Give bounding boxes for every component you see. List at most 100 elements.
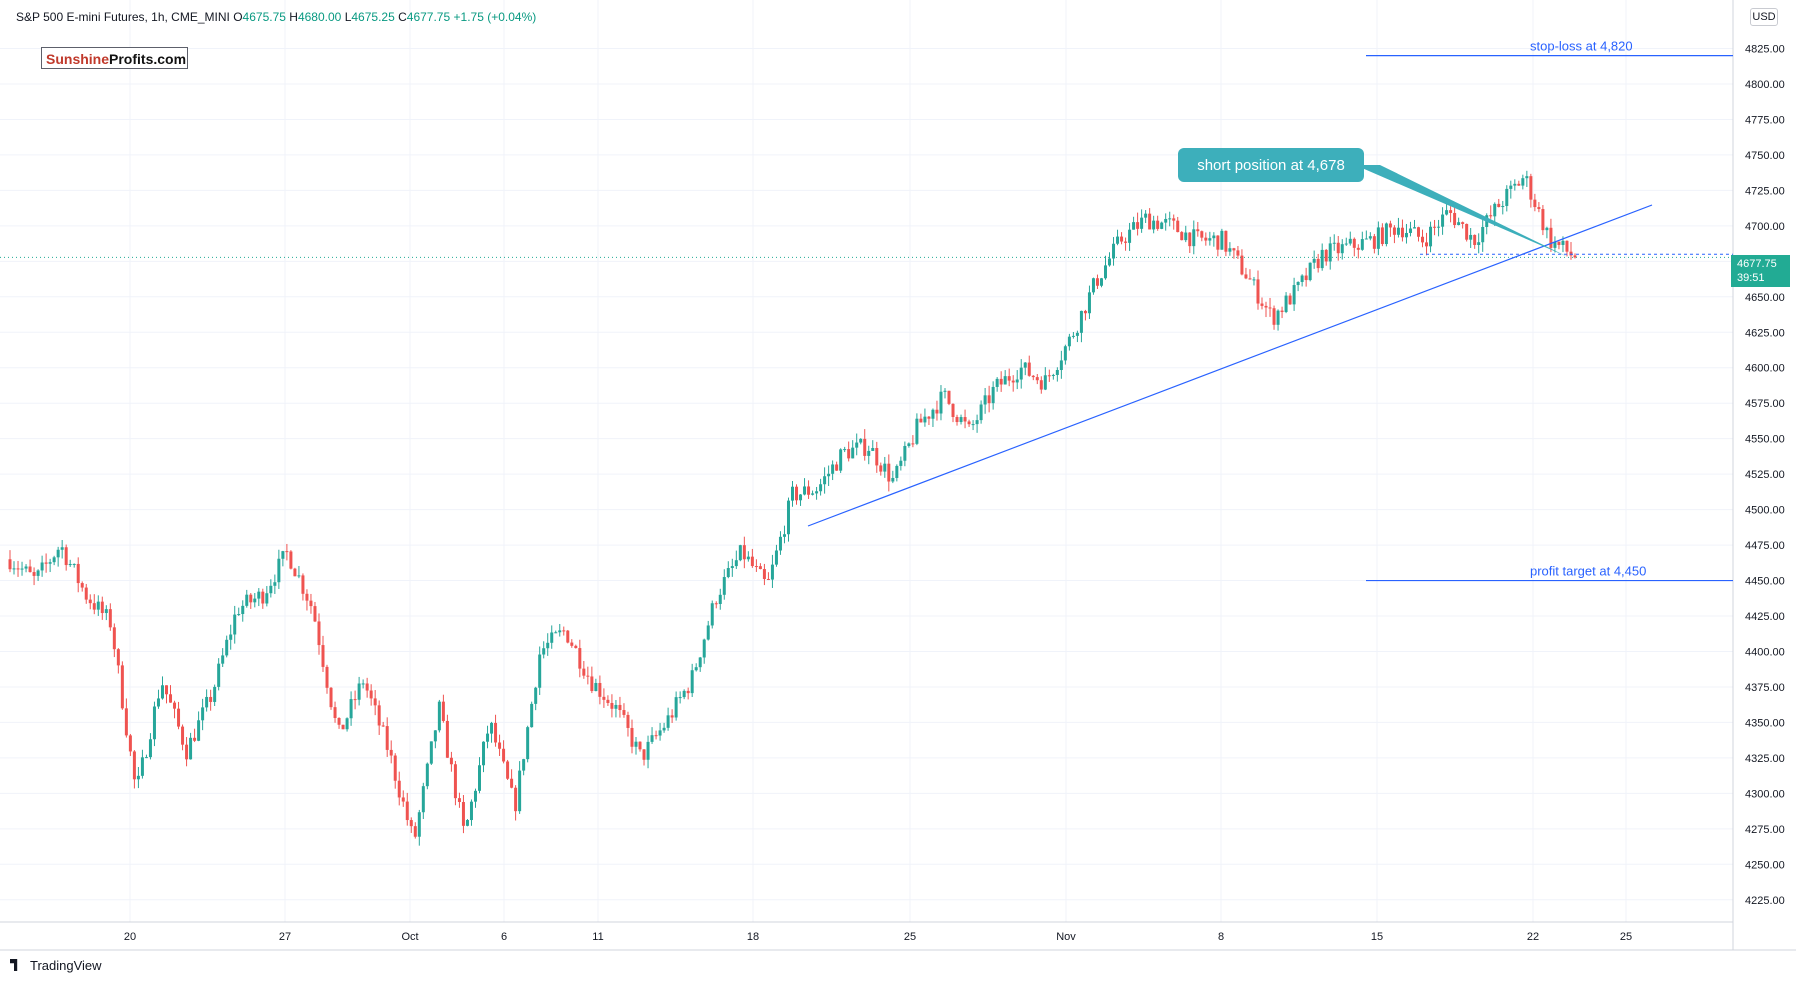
candle-body: [1421, 236, 1425, 243]
candle-body: [369, 690, 373, 699]
candle-body: [594, 682, 598, 692]
y-tick-label: 4575.00: [1745, 398, 1785, 410]
y-tick-label: 4275.00: [1745, 824, 1785, 836]
candle-body: [1099, 278, 1103, 286]
candle-body: [60, 547, 64, 550]
candle-body: [425, 763, 429, 787]
x-tick-label: Nov: [1056, 931, 1076, 943]
currency-button[interactable]: USD: [1750, 8, 1778, 26]
candle-body: [1417, 227, 1420, 237]
candle-body: [774, 550, 778, 565]
candle-body: [863, 438, 867, 456]
candle-body: [1160, 222, 1164, 229]
candle-body: [181, 726, 185, 745]
y-tick-label: 4650.00: [1745, 292, 1785, 304]
candle-body: [1525, 176, 1529, 179]
candle-body: [1288, 295, 1292, 305]
candle-body: [1095, 278, 1099, 286]
candle-body: [1200, 231, 1204, 238]
candle-body: [177, 708, 181, 727]
candle-body: [169, 694, 173, 703]
candle-body: [1132, 222, 1136, 230]
candle-body: [550, 632, 554, 643]
candle-body: [1091, 278, 1095, 293]
candle-body: [903, 445, 907, 461]
candle-body: [642, 749, 646, 760]
candle-body: [718, 594, 722, 605]
candle-body: [1412, 227, 1416, 229]
candle-body: [670, 715, 674, 718]
candle-body: [959, 417, 963, 423]
candle-body: [1071, 335, 1075, 337]
candle-body: [1497, 203, 1501, 208]
candle-body: [987, 395, 991, 404]
candle-body: [1549, 227, 1553, 248]
candle-body: [1043, 375, 1047, 390]
candle-body: [843, 449, 847, 451]
candle-body: [1184, 232, 1188, 241]
y-tick-label: 4300.00: [1745, 788, 1785, 800]
candle-body: [654, 735, 658, 737]
candle-body: [999, 378, 1003, 385]
low-label: L: [344, 10, 352, 24]
candle-body: [1292, 285, 1296, 305]
candle-body: [221, 655, 225, 664]
candles: [8, 170, 1577, 846]
candle-body: [851, 447, 855, 459]
candle-body: [120, 665, 124, 709]
candle-body: [205, 696, 209, 708]
last-price-value: 4677.75: [1737, 258, 1777, 270]
candle-body: [152, 706, 156, 740]
candle-body: [128, 735, 132, 752]
candle-body: [1031, 375, 1035, 378]
candle-body: [983, 395, 987, 405]
candle-body: [1505, 188, 1509, 206]
open-label: O: [233, 10, 243, 24]
candle-body: [971, 424, 975, 426]
candle-body: [578, 648, 582, 669]
candle-body: [1120, 236, 1124, 242]
logo-part-sunshine: Sunshine: [46, 51, 110, 67]
candle-body: [365, 683, 369, 691]
candle-body: [301, 575, 305, 594]
candle-body: [1124, 241, 1128, 243]
x-tick-label: 18: [747, 931, 759, 943]
support-trendline[interactable]: [807, 204, 1653, 527]
candle-body: [116, 649, 120, 666]
candle-body: [1083, 310, 1087, 314]
candle-body: [281, 551, 285, 559]
candle-body: [381, 725, 385, 727]
candle-body: [823, 476, 827, 485]
tradingview-brand[interactable]: TradingView: [10, 958, 102, 973]
candle-body: [413, 826, 417, 837]
candle-body: [1252, 279, 1256, 281]
candle-body: [530, 703, 534, 728]
candle-body: [1437, 226, 1441, 228]
candle-body: [1533, 199, 1537, 208]
candle-body: [241, 605, 245, 615]
x-tick-label: 22: [1527, 931, 1539, 943]
candle-body: [1011, 380, 1015, 383]
candle-body: [955, 416, 959, 423]
candle-body: [927, 416, 931, 419]
x-tick-label: 15: [1371, 931, 1383, 943]
candle-body: [389, 749, 393, 756]
candle-body: [770, 564, 774, 580]
candle-body: [1079, 310, 1083, 333]
candle-body: [225, 639, 229, 656]
candle-body: [1372, 236, 1376, 249]
candle-body: [72, 563, 76, 565]
candle-body: [951, 403, 955, 417]
candle-body: [1204, 237, 1208, 241]
candle-body: [1180, 232, 1184, 241]
candle-body: [478, 765, 481, 791]
short-position-callout[interactable]: [1178, 148, 1364, 182]
candle-body: [385, 726, 389, 750]
candle-body: [1172, 218, 1176, 221]
candle-body: [1517, 183, 1521, 186]
candle-body: [522, 759, 526, 771]
candle-body: [610, 702, 614, 709]
candle-body: [233, 614, 237, 635]
candle-body: [883, 463, 887, 472]
